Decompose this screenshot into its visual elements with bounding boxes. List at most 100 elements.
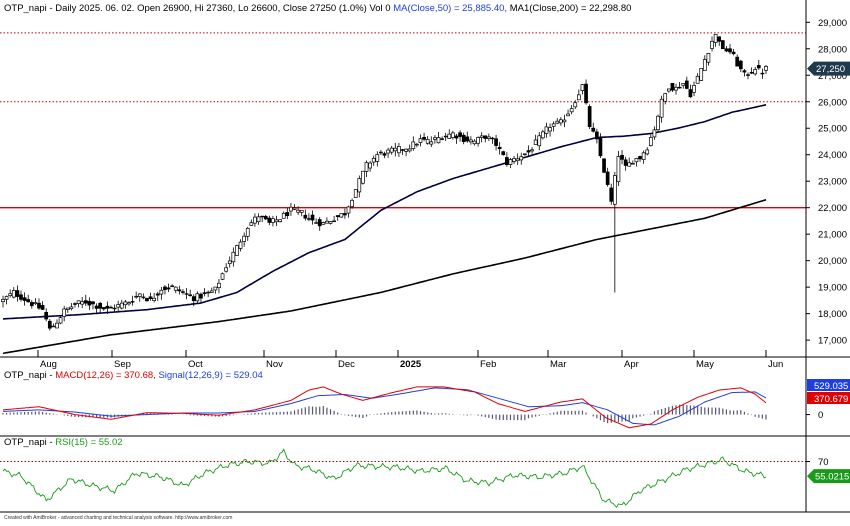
candle-body <box>677 86 682 89</box>
last-price-box <box>807 61 850 76</box>
candle-body <box>756 65 761 69</box>
candle-body <box>429 141 434 145</box>
candle-body <box>400 149 405 151</box>
candle-body <box>602 158 606 173</box>
candle-body <box>569 108 574 113</box>
candle-body <box>451 132 455 138</box>
ma50-line <box>2 104 767 320</box>
candle-body <box>469 139 473 143</box>
candle-body <box>152 297 157 301</box>
candle-body <box>695 75 700 84</box>
candle-body <box>105 305 110 309</box>
candle-body <box>706 52 711 63</box>
rsi-header: OTP_napi - RSI(15) = 55.02 <box>4 437 123 448</box>
candle-body <box>584 83 588 104</box>
candle-body <box>465 136 470 142</box>
candle-body <box>382 153 387 156</box>
last-price-badge: 27,250 <box>807 61 850 76</box>
candle-body <box>702 59 707 71</box>
candle-body <box>134 295 139 298</box>
candle-body <box>29 302 34 307</box>
candle-body <box>411 141 416 150</box>
x-tick-label: Nov <box>266 359 283 370</box>
candle-body <box>94 305 99 309</box>
candle-body <box>415 143 419 146</box>
candle-body <box>616 156 621 183</box>
candle-body <box>559 119 563 124</box>
candle-body <box>40 305 45 310</box>
price-header: OTP_napi - Daily 2025. 06. 02. Open 2690… <box>4 3 631 14</box>
candle-body <box>580 84 585 91</box>
candle-body <box>440 138 444 140</box>
candle-body <box>296 209 300 213</box>
x-tick-label: Jun <box>768 359 783 370</box>
candle-body <box>612 175 617 205</box>
candle-body <box>605 171 610 185</box>
candle-body <box>353 189 358 198</box>
candle-body <box>717 36 722 42</box>
candle-body <box>299 209 304 213</box>
candle-body <box>127 302 131 305</box>
candle-body <box>562 119 567 123</box>
candle-body <box>648 137 653 146</box>
candle-body <box>641 152 646 160</box>
candle-body <box>173 286 178 291</box>
candle-body <box>217 282 221 289</box>
candle-body <box>55 322 59 329</box>
candle-body <box>638 156 642 160</box>
candle-body <box>73 303 77 305</box>
candle-body <box>666 88 671 92</box>
candle-body <box>587 106 592 127</box>
candle-body <box>433 137 437 140</box>
x-tick-label: May <box>696 359 714 370</box>
candle-body <box>505 157 509 166</box>
candle-body <box>576 94 581 101</box>
candle-body <box>594 131 599 140</box>
candle-body <box>303 214 308 219</box>
candle-body <box>404 148 408 152</box>
candle-body <box>166 287 171 290</box>
x-tick-label: Apr <box>624 359 639 370</box>
candle-body <box>357 178 362 193</box>
candle-body <box>267 217 272 223</box>
candle-body <box>573 102 578 108</box>
candle-body <box>98 302 103 309</box>
candle-body <box>494 138 498 146</box>
candle-body <box>742 70 747 73</box>
candle-body <box>753 69 758 75</box>
macd-header: OTP_napi - MACD(12,26) = 370.68, Signal(… <box>4 370 263 381</box>
candle-body <box>746 74 750 76</box>
candle-body <box>249 222 254 226</box>
candle-body <box>335 215 340 217</box>
candle-body <box>548 127 552 132</box>
candle-body <box>289 206 293 212</box>
y-tick-label: 21,000 <box>818 230 847 241</box>
signal-value-box <box>807 392 850 404</box>
candle-body <box>738 60 743 70</box>
candle-body <box>224 267 228 272</box>
x-tick-label: Aug <box>40 359 57 370</box>
y-tick-label: 17,000 <box>818 336 847 347</box>
candle-body <box>191 296 196 302</box>
candle-body <box>206 291 210 294</box>
candle-body <box>245 227 250 237</box>
candle-body <box>339 213 344 218</box>
candle-body <box>253 216 257 224</box>
y-tick-label: 26,000 <box>818 97 847 108</box>
candle-body <box>454 135 459 139</box>
y-tick-label: 29,000 <box>818 18 847 29</box>
candle-body <box>508 159 513 165</box>
signal-line <box>3 387 767 426</box>
candle-body <box>393 147 398 152</box>
candle-body <box>497 146 502 150</box>
signal-value-label: 370.679 <box>814 394 848 405</box>
macd-value-box <box>807 379 850 391</box>
candle-body <box>425 139 430 144</box>
candle-body <box>490 137 495 140</box>
y-tick-label: 25,000 <box>818 124 847 135</box>
candle-body <box>386 149 390 154</box>
candle-body <box>720 40 725 50</box>
candle-body <box>418 138 423 143</box>
candle-body <box>591 127 596 132</box>
